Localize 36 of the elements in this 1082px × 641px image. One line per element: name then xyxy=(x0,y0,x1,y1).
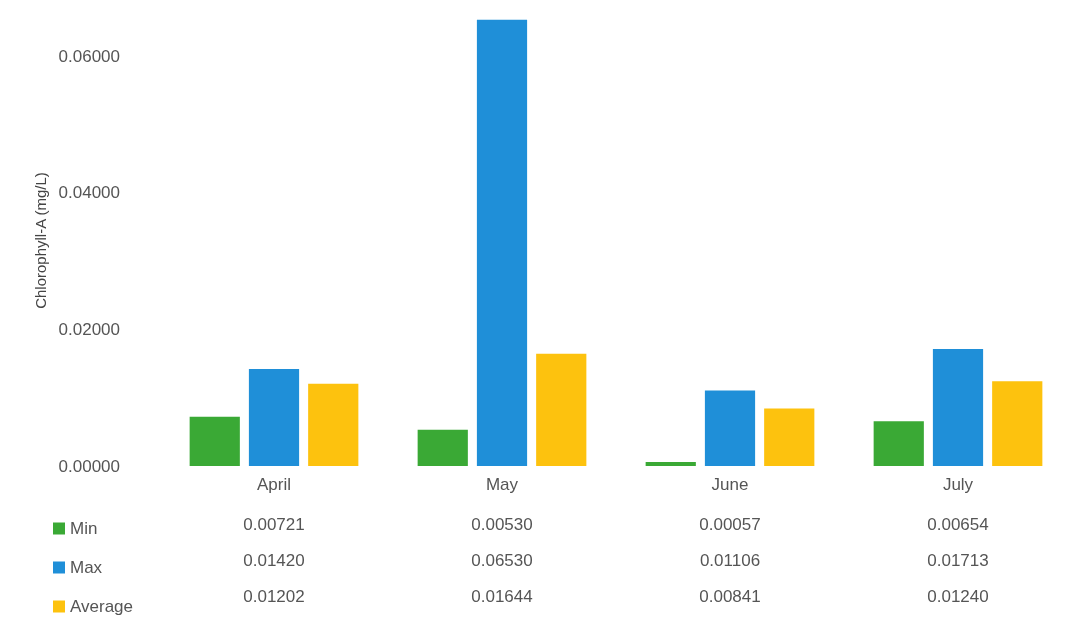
bar xyxy=(308,383,359,466)
legend-label: Max xyxy=(70,558,103,577)
bar xyxy=(645,462,696,466)
data-label: 0.06530 xyxy=(471,550,533,570)
data-label: 0.01202 xyxy=(243,586,305,606)
x-tick-label: July xyxy=(942,475,974,494)
data-label: 0.01240 xyxy=(927,586,989,606)
x-tick-label: June xyxy=(711,475,749,494)
legend-label: Min xyxy=(70,519,98,538)
bar xyxy=(417,429,468,466)
y-tick-label: 0.02000 xyxy=(58,319,120,339)
bar xyxy=(536,353,587,466)
bar xyxy=(189,416,240,466)
data-label: 0.01106 xyxy=(699,550,761,570)
data-label: 0.01420 xyxy=(243,550,305,570)
bar xyxy=(704,390,756,466)
data-label: 0.01644 xyxy=(471,586,533,606)
bar xyxy=(873,421,924,466)
x-tick-label: May xyxy=(485,475,519,494)
data-label: 0.00057 xyxy=(699,514,761,534)
bar xyxy=(992,381,1043,466)
y-tick-label: 0.04000 xyxy=(58,183,120,203)
data-label: 0.00530 xyxy=(471,514,533,534)
bar xyxy=(932,348,984,466)
bar xyxy=(764,408,815,466)
y-tick-label: 0.00000 xyxy=(58,456,120,476)
y-axis-title: Chlorophyll-A (mg/L) xyxy=(31,172,49,309)
x-tick-label: April xyxy=(256,475,292,494)
data-label: 0.00654 xyxy=(927,514,989,534)
bar xyxy=(248,368,300,466)
data-label: 0.01713 xyxy=(927,550,989,570)
data-label: 0.00721 xyxy=(243,514,305,534)
data-label: 0.00841 xyxy=(699,586,761,606)
bar xyxy=(476,19,528,466)
legend-label: Average xyxy=(70,597,134,616)
y-tick-label: 0.06000 xyxy=(58,46,120,66)
